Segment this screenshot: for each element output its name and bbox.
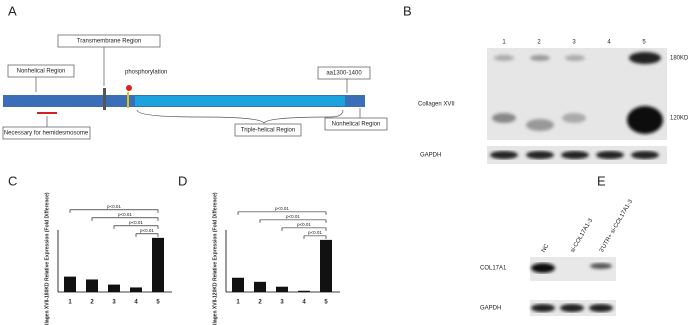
p-value: p<0.01 bbox=[286, 214, 300, 219]
bands bbox=[490, 151, 659, 159]
annotation: Nonhelical Region bbox=[332, 122, 381, 128]
lane-labels: 1 2 3 4 5 bbox=[502, 40, 646, 46]
y-axis-label: Collagen XVII-180KD Relative Expression … bbox=[44, 192, 50, 325]
significance-bracket bbox=[303, 235, 327, 239]
p-value: p<0.01 bbox=[107, 204, 121, 209]
p-value: p<0.01 bbox=[297, 222, 311, 227]
label-box bbox=[234, 123, 302, 137]
phospho-mark bbox=[127, 92, 129, 108]
p-value: p<0.01 bbox=[140, 228, 154, 233]
annotation: Triple-helical Region bbox=[241, 128, 295, 134]
x-tick-label: 5 bbox=[324, 300, 328, 306]
control-label: GAPDH bbox=[480, 306, 501, 312]
bar bbox=[232, 277, 244, 292]
panel-label: C bbox=[8, 173, 17, 188]
size-label: 120KD bbox=[670, 116, 689, 122]
label-box bbox=[57, 34, 161, 48]
significance-bracket bbox=[237, 211, 327, 215]
p-value: p<0.01 bbox=[275, 206, 289, 211]
label-box bbox=[317, 66, 371, 80]
bands bbox=[492, 52, 663, 134]
bands bbox=[531, 304, 613, 312]
brace bbox=[136, 109, 344, 124]
significance-bracket bbox=[113, 225, 159, 229]
bar bbox=[152, 237, 164, 292]
x-tick-label: 1 bbox=[68, 300, 72, 306]
bar bbox=[298, 290, 310, 292]
p-value: p<0.01 bbox=[118, 212, 132, 217]
bar bbox=[86, 279, 98, 292]
bands bbox=[531, 263, 612, 273]
protein-label: COL17A1 bbox=[480, 266, 507, 272]
panel-label: D bbox=[178, 173, 187, 188]
x-tick-label: 2 bbox=[90, 300, 94, 306]
label-box bbox=[2, 126, 91, 140]
significance-bracket bbox=[135, 233, 159, 237]
transmembrane-mark bbox=[103, 88, 106, 110]
annotation: Necessary for hemidesmosome bbox=[4, 131, 89, 137]
x-tick-label: 3 bbox=[280, 300, 284, 306]
label-box bbox=[324, 117, 388, 131]
x-tick-label: 2 bbox=[258, 300, 262, 306]
lane-label: 2 bbox=[537, 40, 541, 46]
x-tick-label: 1 bbox=[236, 300, 240, 306]
x-tick-label: 4 bbox=[134, 300, 138, 306]
control-label: GAPDH bbox=[420, 153, 441, 159]
y-axis-label: Collagen XVII-120KD Relative Expression … bbox=[212, 192, 218, 325]
lane-label: 3 bbox=[572, 40, 576, 46]
significance-bracket bbox=[91, 217, 159, 221]
annotation: phosphorylation bbox=[125, 70, 167, 76]
panel-label: B bbox=[403, 3, 412, 18]
bar bbox=[320, 239, 332, 292]
lane-label: NC bbox=[541, 243, 551, 254]
annotation: aa1300-1400 bbox=[326, 71, 362, 77]
bar bbox=[108, 284, 120, 292]
significance-bracket bbox=[69, 209, 159, 213]
lane-label: 3'UTR+ si-COL17A1-3 bbox=[599, 198, 635, 254]
annotation: Transmembrane Region bbox=[77, 39, 141, 45]
label-box bbox=[7, 64, 75, 78]
significance-bracket bbox=[259, 219, 327, 223]
p-value: p<0.01 bbox=[308, 230, 322, 235]
panel-label: E bbox=[597, 173, 606, 188]
lane-label: 4 bbox=[607, 40, 611, 46]
lane-labels: NC si-COL17A1-3 3'UTR+ si-COL17A1-3 bbox=[541, 198, 635, 254]
bar bbox=[64, 276, 76, 292]
bar bbox=[130, 287, 142, 292]
bar bbox=[276, 286, 288, 292]
phospho-dot bbox=[126, 85, 132, 91]
lane-label: 5 bbox=[642, 40, 646, 46]
bar bbox=[254, 281, 266, 292]
protein-label: Collagen XVII bbox=[418, 102, 455, 108]
x-tick-label: 3 bbox=[112, 300, 116, 306]
p-value: p<0.01 bbox=[129, 220, 143, 225]
x-tick-label: 4 bbox=[302, 300, 306, 306]
helical-domain bbox=[135, 96, 345, 106]
lane-label: si-COL17A1-3 bbox=[570, 217, 595, 253]
size-label: 180KD bbox=[670, 56, 689, 62]
significance-bracket bbox=[281, 227, 327, 231]
lane-label: 1 bbox=[502, 40, 506, 46]
panel-label: A bbox=[8, 3, 17, 18]
x-tick-label: 5 bbox=[156, 300, 160, 306]
annotation: Nonhelical Region bbox=[17, 69, 66, 75]
